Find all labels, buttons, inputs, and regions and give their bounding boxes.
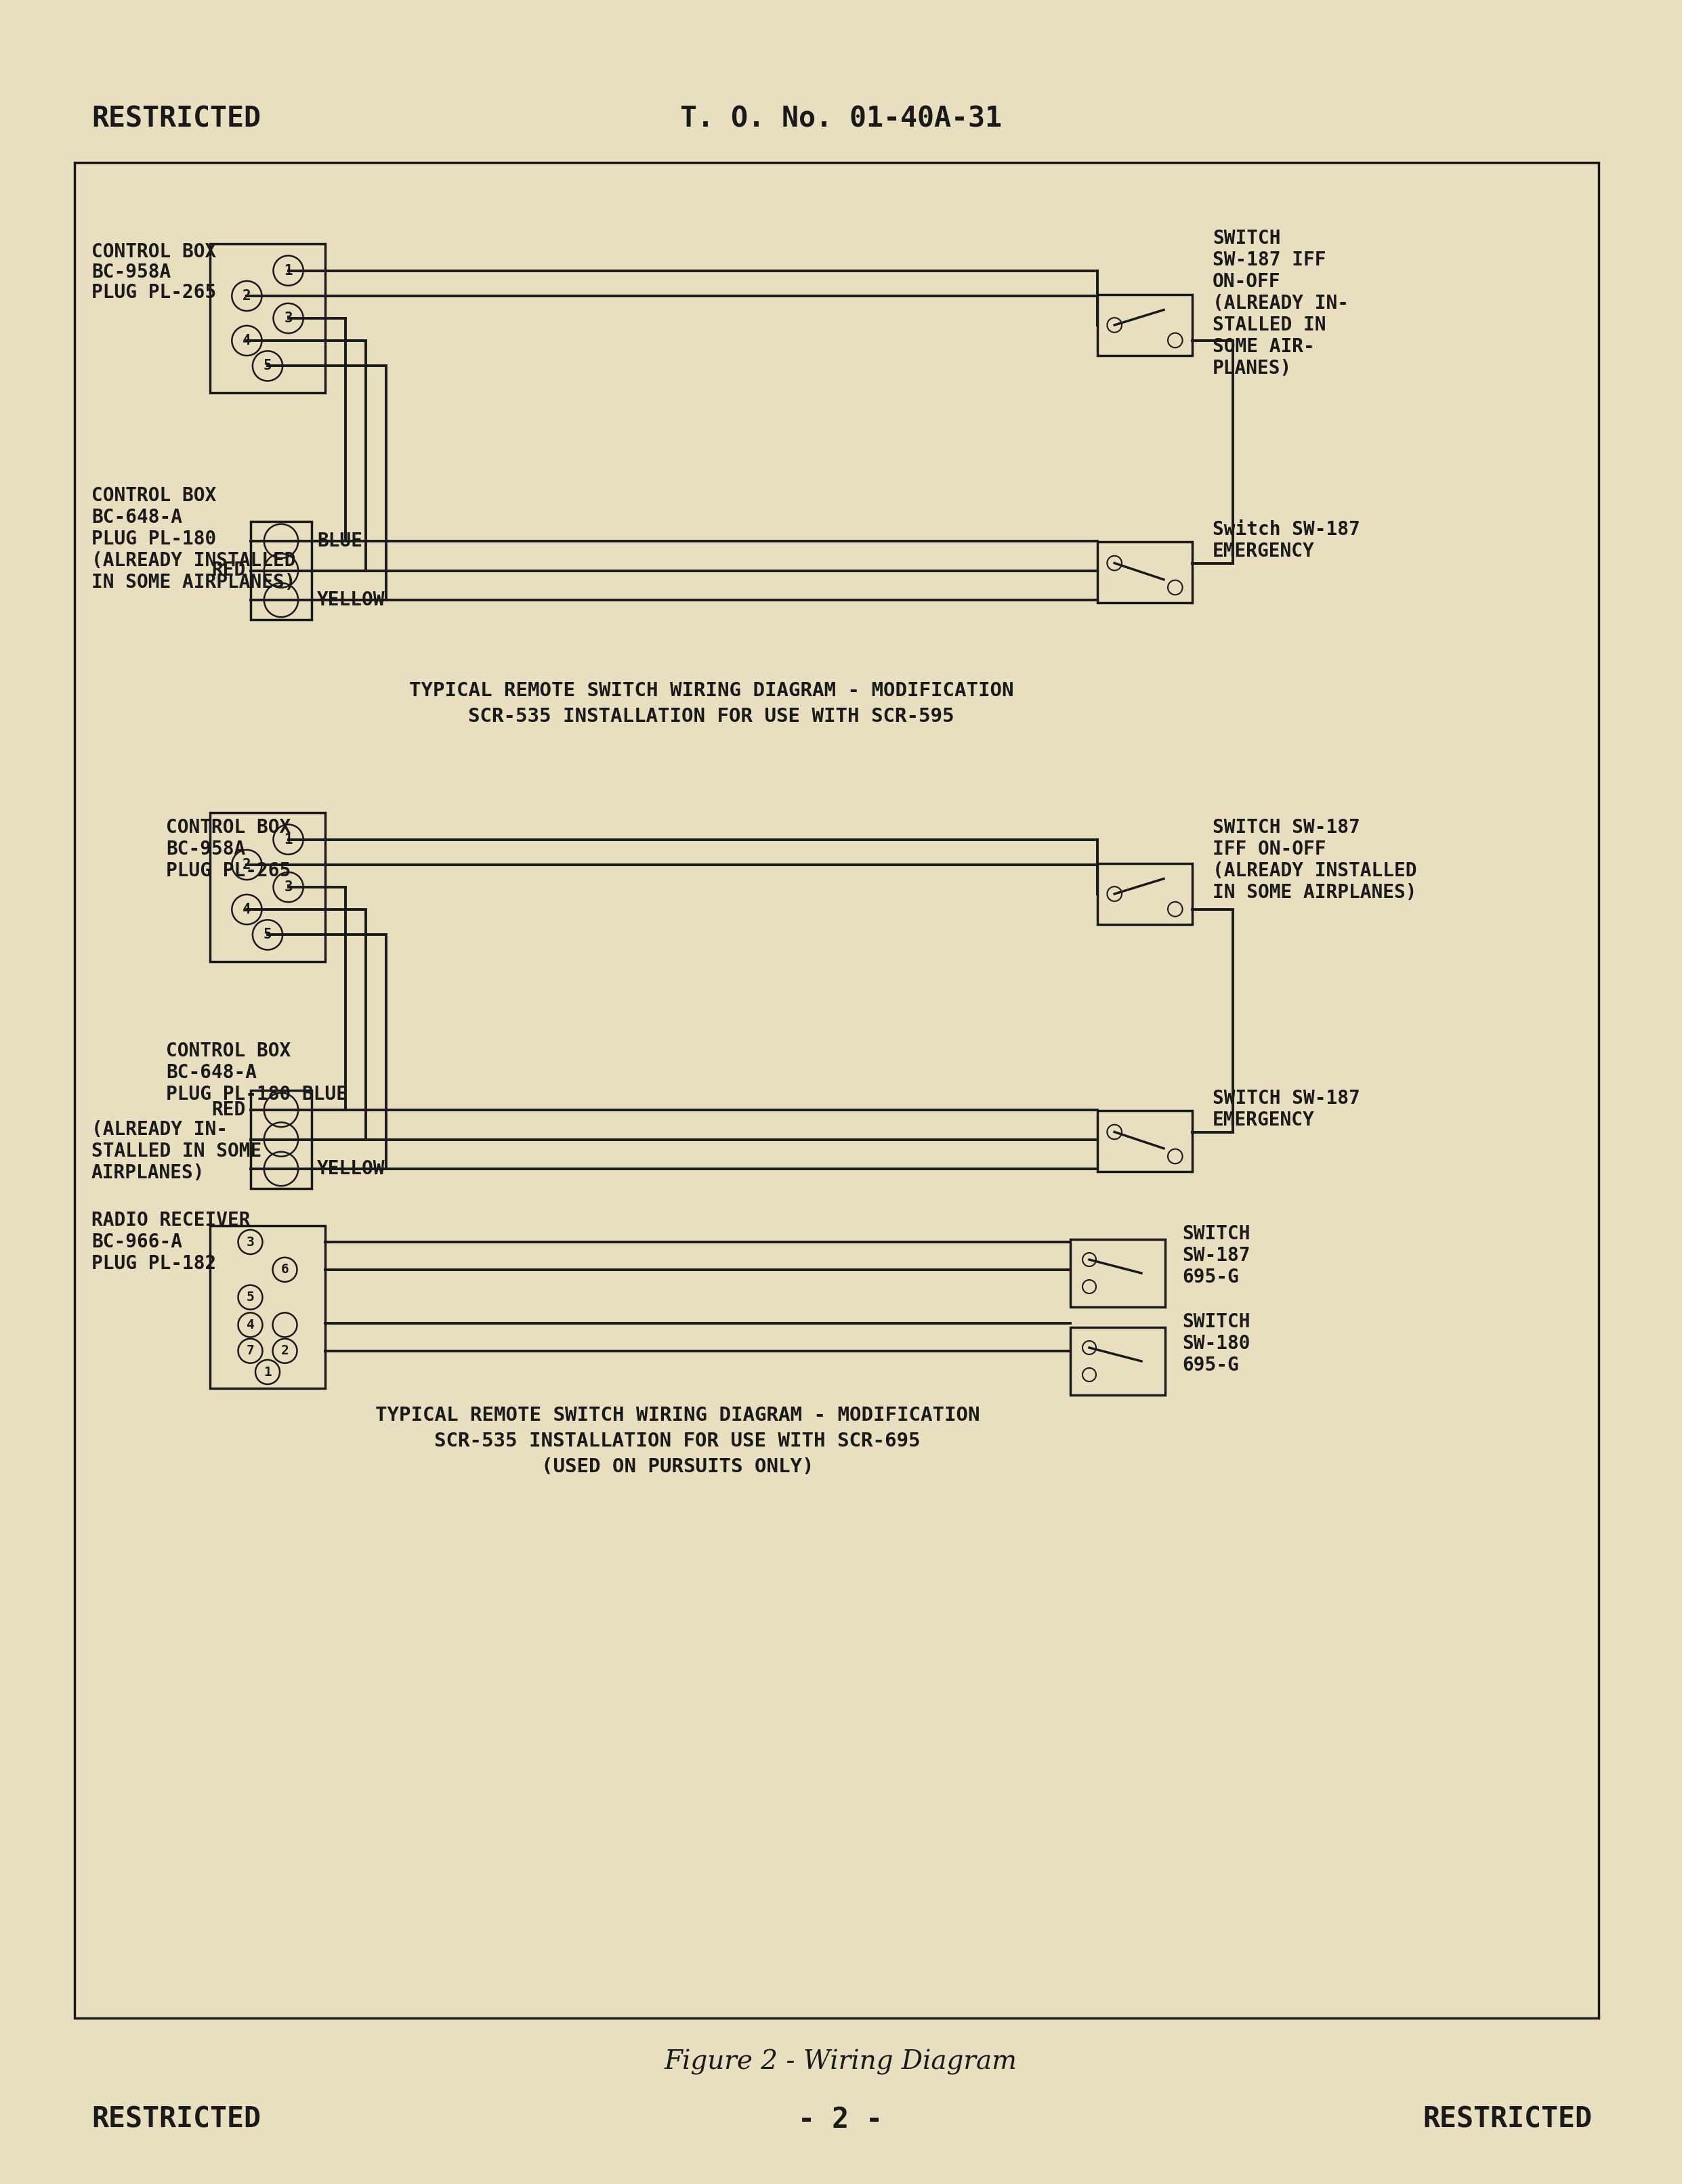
Text: (USED ON PURSUITS ONLY): (USED ON PURSUITS ONLY): [542, 1457, 814, 1476]
Bar: [251, 1090, 311, 1188]
Text: RED: RED: [212, 561, 246, 581]
Text: PLUG PL-180: PLUG PL-180: [91, 529, 217, 548]
Text: PLUG PL-182: PLUG PL-182: [91, 1254, 217, 1273]
Text: (ALREADY INSTALLED: (ALREADY INSTALLED: [1213, 860, 1416, 880]
Bar: [1070, 1238, 1166, 1306]
Text: RADIO RECEIVER: RADIO RECEIVER: [91, 1210, 251, 1230]
Text: BC-648-A: BC-648-A: [167, 1064, 257, 1083]
Text: 2: 2: [281, 1345, 289, 1356]
Text: 7: 7: [246, 1345, 254, 1356]
Bar: [210, 812, 325, 961]
Text: 4: 4: [246, 1319, 254, 1332]
Bar: [1097, 295, 1193, 356]
Text: BC-958A: BC-958A: [167, 839, 246, 858]
Text: PLANES): PLANES): [1213, 358, 1292, 378]
Text: CONTROL BOX: CONTROL BOX: [167, 819, 291, 836]
Text: SWITCH: SWITCH: [1182, 1313, 1250, 1332]
Text: SW-180: SW-180: [1182, 1334, 1250, 1354]
Bar: [1097, 863, 1193, 924]
Text: RESTRICTED: RESTRICTED: [91, 105, 261, 133]
Text: EMERGENCY: EMERGENCY: [1213, 542, 1315, 561]
Text: STALLED IN SOME: STALLED IN SOME: [91, 1142, 262, 1160]
Text: PLUG PL-265: PLUG PL-265: [91, 284, 217, 301]
Text: YELLOW: YELLOW: [316, 1160, 385, 1179]
Text: 4: 4: [242, 902, 251, 917]
Text: 695-G: 695-G: [1182, 1356, 1240, 1374]
Text: 5: 5: [246, 1291, 254, 1304]
Text: 695-G: 695-G: [1182, 1267, 1240, 1286]
Text: 5: 5: [264, 358, 272, 373]
Text: IFF ON-OFF: IFF ON-OFF: [1213, 839, 1325, 858]
Text: AIRPLANES): AIRPLANES): [91, 1164, 205, 1182]
Text: 2: 2: [242, 288, 251, 304]
Text: BC-966-A: BC-966-A: [91, 1232, 182, 1251]
Bar: [1097, 1112, 1193, 1171]
Text: BLUE: BLUE: [316, 531, 362, 550]
Text: T. O. No. 01-40A-31: T. O. No. 01-40A-31: [680, 105, 1001, 133]
Text: CONTROL BOX: CONTROL BOX: [167, 1042, 291, 1061]
Text: 3: 3: [284, 880, 293, 893]
Text: RESTRICTED: RESTRICTED: [1423, 2105, 1591, 2134]
Text: 5: 5: [264, 928, 272, 941]
Text: 1: 1: [284, 264, 293, 277]
Text: SWITCH: SWITCH: [1182, 1225, 1250, 1243]
Text: IN SOME AIRPLANES): IN SOME AIRPLANES): [1213, 882, 1416, 902]
Text: PLUG PL-180 BLUE: PLUG PL-180 BLUE: [167, 1085, 348, 1103]
Text: BC-648-A: BC-648-A: [91, 509, 182, 526]
Text: 1: 1: [264, 1365, 271, 1378]
Text: RED: RED: [212, 1101, 246, 1120]
Text: SOME AIR-: SOME AIR-: [1213, 336, 1315, 356]
Text: YELLOW: YELLOW: [316, 590, 385, 609]
Text: SCR-535 INSTALLATION FOR USE WITH SCR-695: SCR-535 INSTALLATION FOR USE WITH SCR-69…: [434, 1433, 920, 1450]
Text: ON-OFF: ON-OFF: [1213, 273, 1280, 290]
Text: RESTRICTED: RESTRICTED: [91, 2105, 261, 2134]
Text: TYPICAL REMOTE SWITCH WIRING DIAGRAM - MODIFICATION: TYPICAL REMOTE SWITCH WIRING DIAGRAM - M…: [375, 1406, 979, 1424]
Text: SWITCH: SWITCH: [1213, 229, 1280, 247]
Bar: [210, 245, 325, 393]
Text: 2: 2: [242, 858, 251, 871]
Text: TYPICAL REMOTE SWITCH WIRING DIAGRAM - MODIFICATION: TYPICAL REMOTE SWITCH WIRING DIAGRAM - M…: [409, 681, 1014, 701]
Text: SW-187 IFF: SW-187 IFF: [1213, 251, 1325, 269]
Text: CONTROL BOX: CONTROL BOX: [91, 487, 217, 505]
Bar: [74, 162, 1598, 2018]
Text: Figure 2 - Wiring Diagram: Figure 2 - Wiring Diagram: [664, 2049, 1018, 2075]
Text: 6: 6: [281, 1262, 289, 1275]
Text: SWITCH SW-187: SWITCH SW-187: [1213, 819, 1361, 836]
Text: STALLED IN: STALLED IN: [1213, 314, 1325, 334]
Text: IN SOME AIRPLANES): IN SOME AIRPLANES): [91, 572, 296, 592]
Text: BC-958A: BC-958A: [91, 262, 172, 282]
Text: (ALREADY INSTALLED: (ALREADY INSTALLED: [91, 550, 296, 570]
Text: EMERGENCY: EMERGENCY: [1213, 1112, 1315, 1129]
Text: 3: 3: [246, 1236, 254, 1249]
Text: 1: 1: [284, 832, 293, 845]
Text: 3: 3: [284, 312, 293, 325]
Text: (ALREADY IN-: (ALREADY IN-: [91, 1120, 227, 1140]
Text: SWITCH SW-187: SWITCH SW-187: [1213, 1090, 1361, 1107]
Bar: [1097, 542, 1193, 603]
Text: Switch SW-187: Switch SW-187: [1213, 520, 1361, 539]
Text: CONTROL BOX: CONTROL BOX: [91, 242, 217, 262]
Text: - 2 -: - 2 -: [799, 2105, 883, 2134]
Text: SCR-535 INSTALLATION FOR USE WITH SCR-595: SCR-535 INSTALLATION FOR USE WITH SCR-59…: [468, 708, 954, 725]
Bar: [1070, 1328, 1166, 1396]
Text: (ALREADY IN-: (ALREADY IN-: [1213, 295, 1349, 312]
Bar: [210, 1225, 325, 1389]
Bar: [251, 522, 311, 620]
Text: SW-187: SW-187: [1182, 1247, 1250, 1265]
Text: 4: 4: [242, 334, 251, 347]
Text: PLUG PL-265: PLUG PL-265: [167, 860, 291, 880]
